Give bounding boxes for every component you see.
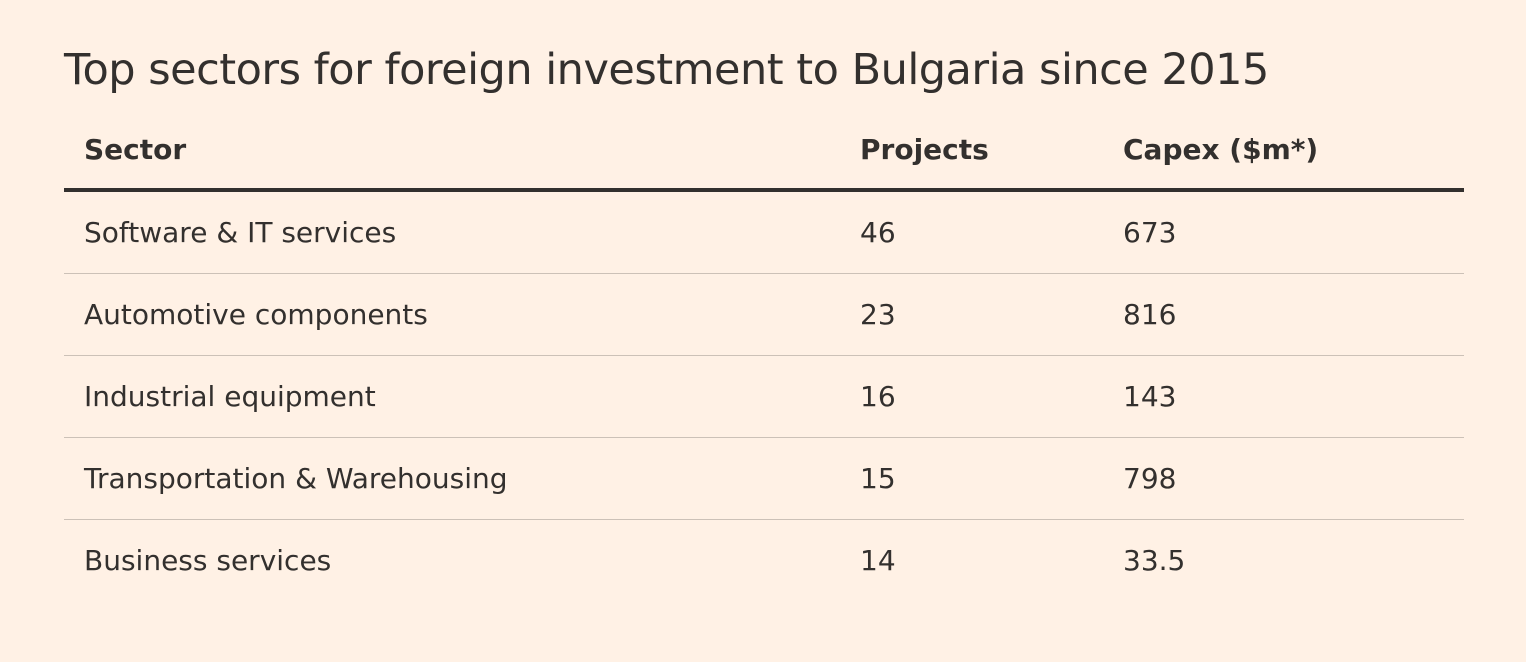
title: Top sectors for foreign investment to Bu… [64,45,1269,95]
table-row: Business services 14 33.5 [64,520,1464,602]
table-body: Software & IT services 46 673 Automotive co… [64,190,1464,601]
table-cell: Business services [84,544,332,577]
table-row: Software & IT services 46 673 [64,190,1464,274]
table-cell: 798 [1103,437,1464,520]
column-header: Sector [64,110,840,192]
table-cell: Software & IT services [64,190,840,274]
table-cell: 15 [840,437,1103,520]
table-row: Industrial equipment 16 143 [64,355,1464,438]
table-row: Automotive components 23 816 [64,273,1464,356]
table-cell: 46 [840,190,1103,274]
table-cell: Transportation & Warehousing [64,437,840,520]
table-cell: 673 [1103,190,1464,274]
column-header: Projects [840,110,1103,192]
table-row: Transportation & Warehousing 15 798 [64,437,1464,520]
column-header: Capex ($m*) [1103,110,1464,192]
table-cell: 816 [1103,273,1464,356]
table-cell: Automotive components [64,273,840,356]
table-cell: 33.5 [1123,544,1186,577]
table-cell: 14 [860,544,896,577]
table-cell: 16 [840,355,1103,438]
table-cell: 23 [840,273,1103,356]
header-row: Sector Projects Capex ($m*) [64,110,1464,192]
table: Sector Projects Capex ($m*) Software & IT … [64,110,1464,601]
table-cell: 143 [1103,355,1464,438]
table-cell: Industrial equipment [64,355,840,438]
